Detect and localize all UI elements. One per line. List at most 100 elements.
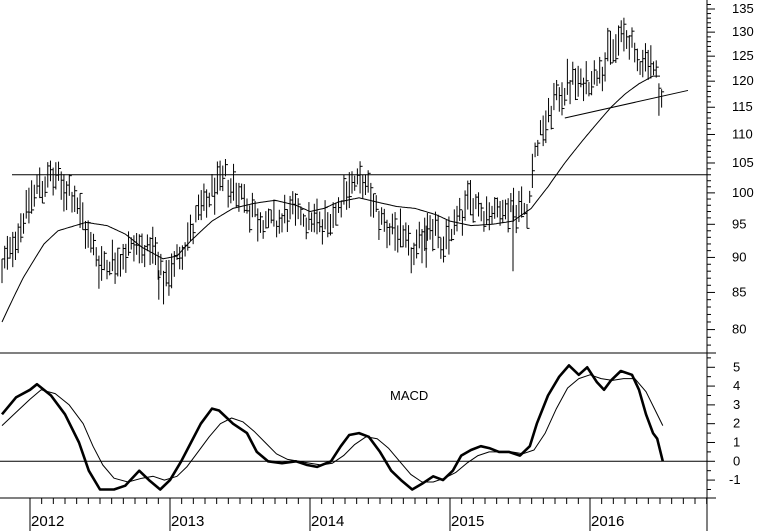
ohlc-bar — [464, 190, 468, 221]
ohlc-bar — [208, 192, 212, 208]
ohlc-bar — [494, 197, 498, 219]
ohlc-bar — [661, 89, 665, 108]
macd-panel: MACD — [0, 364, 707, 491]
ohlc-bar — [623, 17, 627, 52]
ohlc-bar — [418, 221, 422, 249]
ohlc-bar — [163, 270, 167, 305]
ohlc-bar — [33, 184, 37, 207]
ohlc-bar — [362, 174, 366, 199]
ohlc-bar — [413, 242, 417, 266]
ohlc-bar — [534, 142, 538, 158]
ohlc-bar — [281, 213, 285, 233]
ohlc-bar — [300, 206, 304, 226]
ohlc-bar — [459, 197, 463, 221]
ohlc-bar — [545, 110, 549, 144]
ohlc-bar — [173, 251, 177, 277]
ohlc-bar — [346, 181, 350, 210]
ohlc-bar — [478, 192, 482, 217]
ohlc-bar — [313, 203, 317, 233]
ohlc-bar — [488, 202, 492, 231]
ohlc-bar — [483, 211, 487, 232]
ohlc-bar — [558, 87, 562, 112]
ohlc-bar — [71, 191, 75, 213]
price-tick-label: 80 — [732, 322, 746, 337]
ohlc-bar — [561, 82, 565, 116]
ohlc-bar — [434, 211, 438, 236]
ohlc-bar — [416, 229, 420, 259]
ohlc-bar — [432, 219, 436, 252]
ohlc-bar — [200, 190, 204, 221]
ohlc-bars — [1, 17, 665, 305]
ohlc-bar — [612, 39, 616, 63]
ohlc-bar — [373, 193, 377, 218]
ohlc-bar — [122, 243, 126, 270]
ohlc-bar — [246, 198, 250, 214]
price-tick-label: 115 — [732, 99, 753, 114]
ohlc-bar — [146, 234, 150, 252]
ohlc-bar — [206, 189, 210, 218]
ohlc-bar — [286, 209, 290, 232]
ohlc-bar — [504, 199, 508, 220]
ohlc-bar — [569, 80, 573, 105]
ohlc-bar — [461, 210, 465, 236]
ohlc-bar — [615, 34, 619, 63]
ohlc-bar — [521, 186, 525, 218]
ohlc-bar — [192, 223, 196, 245]
ohlc-bar — [203, 183, 207, 211]
ohlc-bar — [117, 247, 121, 277]
ohlc-bar — [79, 192, 83, 228]
ohlc-bar — [626, 30, 630, 49]
price-tick-label: 95 — [732, 216, 746, 231]
ohlc-bar — [537, 139, 541, 157]
ohlc-bar — [639, 61, 643, 75]
ohlc-bar — [198, 194, 202, 221]
ohlc-bar — [445, 219, 449, 250]
ohlc-bar — [58, 161, 62, 181]
ohlc-bar — [389, 223, 393, 246]
ohlc-bar — [39, 167, 43, 199]
ohlc-bar — [539, 120, 543, 136]
ohlc-bar — [103, 251, 107, 271]
ohlc-bar — [426, 212, 430, 241]
ohlc-bar — [429, 215, 433, 240]
ohlc-bar — [437, 214, 441, 249]
ohlc-bar — [397, 225, 401, 253]
ohlc-bar — [23, 213, 27, 234]
ohlc-bar — [370, 182, 374, 217]
ohlc-bar — [66, 181, 70, 211]
ohlc-bar — [636, 48, 640, 72]
ohlc-bar — [526, 203, 530, 229]
ohlc-bar — [631, 27, 635, 48]
ohlc-bar — [63, 174, 67, 212]
ohlc-bar — [556, 79, 560, 101]
ohlc-bar — [577, 65, 581, 97]
ohlc-bar — [76, 197, 80, 214]
ohlc-bar — [189, 214, 193, 242]
macd-tick-label: 2 — [733, 416, 740, 431]
ohlc-bar — [351, 171, 355, 194]
ohlc-bar — [469, 180, 473, 216]
ohlc-bar — [251, 192, 255, 218]
macd-tick-label: 0 — [733, 453, 740, 468]
ohlc-bar — [125, 243, 129, 273]
ohlc-bar — [227, 179, 231, 208]
ohlc-bar — [303, 213, 307, 227]
ohlc-bar — [25, 189, 29, 219]
ohlc-bar — [1, 258, 5, 284]
ohlc-bar — [276, 220, 280, 238]
ohlc-bar — [224, 159, 228, 177]
ohlc-bar — [195, 205, 199, 223]
ohlc-bar — [259, 212, 263, 233]
ohlc-bar — [289, 195, 293, 220]
ohlc-bar — [502, 199, 506, 224]
ohlc-bar — [74, 185, 78, 213]
ohlc-bar — [607, 27, 611, 62]
price-tick-label: 105 — [732, 155, 754, 170]
ohlc-bar — [28, 187, 32, 224]
ohlc-bar — [499, 201, 503, 226]
ohlc-bar — [405, 222, 409, 248]
ohlc-bar — [491, 205, 495, 225]
ohlc-bar — [486, 196, 490, 225]
